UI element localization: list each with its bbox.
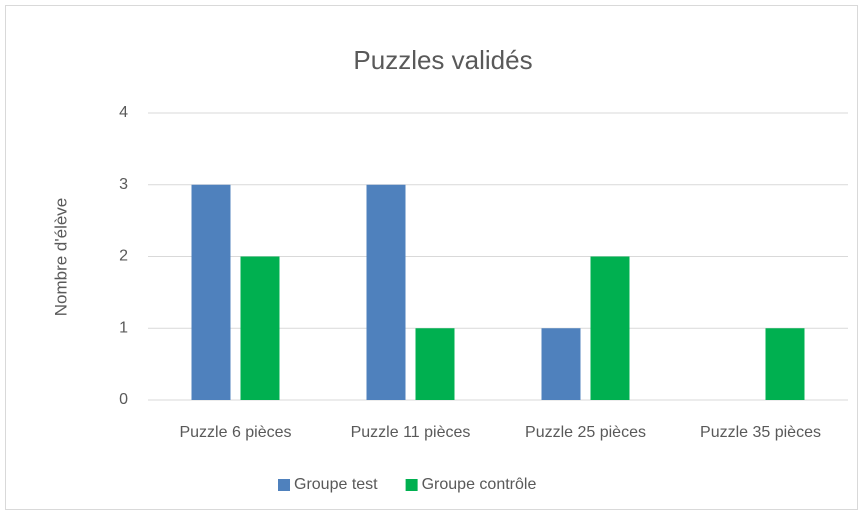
y-tick-label: 0 bbox=[119, 391, 128, 408]
chart-title: Puzzles validés bbox=[353, 45, 532, 75]
bar bbox=[366, 184, 406, 400]
y-tick-label: 3 bbox=[119, 176, 128, 193]
x-tick-label: Puzzle 25 pièces bbox=[525, 424, 646, 441]
bar bbox=[240, 256, 280, 400]
bar bbox=[415, 328, 455, 400]
y-tick-label: 1 bbox=[119, 319, 128, 336]
legend-swatch bbox=[405, 479, 418, 491]
legend-label: Groupe test bbox=[294, 476, 378, 493]
bar bbox=[191, 184, 231, 400]
y-tick-label: 2 bbox=[119, 248, 128, 265]
y-axis-label: Nombre d'élève bbox=[51, 198, 70, 317]
chart-border bbox=[5, 5, 858, 510]
bar bbox=[541, 328, 581, 400]
bar bbox=[765, 328, 805, 400]
x-tick-label: Puzzle 6 pièces bbox=[179, 424, 291, 441]
legend-swatch bbox=[278, 479, 290, 491]
y-tick-label: 4 bbox=[119, 104, 128, 121]
x-tick-label: Puzzle 35 pièces bbox=[700, 424, 821, 441]
bar bbox=[590, 256, 630, 400]
x-tick-label: Puzzle 11 pièces bbox=[351, 424, 471, 441]
legend-label: Groupe contrôle bbox=[422, 476, 537, 493]
